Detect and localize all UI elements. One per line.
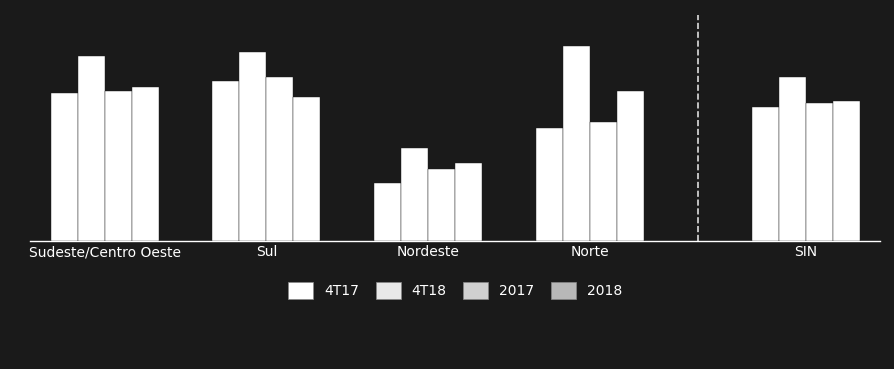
Bar bbox=[427, 169, 455, 241]
Bar bbox=[240, 52, 266, 241]
Bar bbox=[589, 122, 616, 241]
Bar bbox=[212, 80, 240, 241]
Bar bbox=[374, 183, 401, 241]
Bar bbox=[131, 87, 158, 241]
Bar bbox=[832, 101, 859, 241]
Bar bbox=[778, 76, 805, 241]
Legend: 4T17, 4T18, 2017, 2018: 4T17, 4T18, 2017, 2018 bbox=[281, 275, 628, 306]
Bar bbox=[536, 128, 562, 241]
Bar bbox=[78, 56, 105, 241]
Bar bbox=[266, 76, 293, 241]
Bar bbox=[293, 97, 320, 241]
Bar bbox=[616, 91, 644, 241]
Bar bbox=[401, 148, 427, 241]
Bar bbox=[751, 107, 778, 241]
Bar bbox=[562, 46, 589, 241]
Bar bbox=[51, 93, 78, 241]
Bar bbox=[455, 163, 482, 241]
Bar bbox=[105, 91, 131, 241]
Bar bbox=[805, 103, 832, 241]
